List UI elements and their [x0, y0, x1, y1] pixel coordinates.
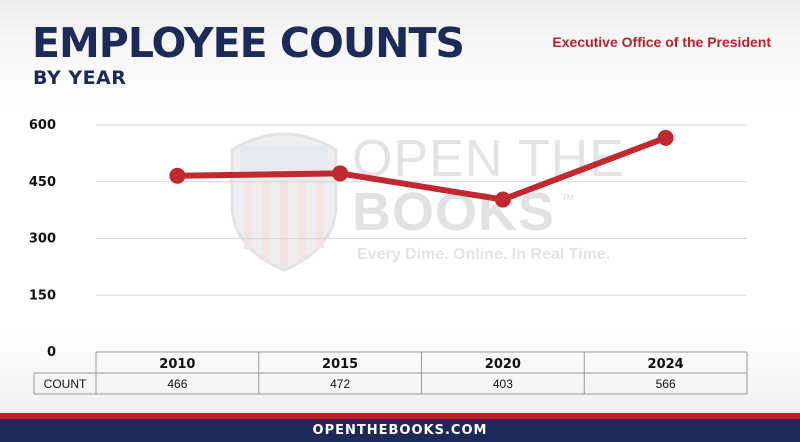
watermark-tagline: Every Dime. Online. In Real Time. — [357, 246, 610, 263]
footer-url: OPENTHEBOOKS.COM — [0, 419, 800, 442]
data-value-label: 466 — [167, 377, 187, 391]
y-tick-label: 300 — [29, 232, 56, 247]
x-category-label: 2020 — [485, 357, 521, 372]
x-category-label: 2015 — [322, 357, 358, 372]
chart-subtitle: BY YEAR — [33, 67, 127, 89]
data-table: COUNT 2010 466 2015 472 2020 403 2024 566 — [33, 351, 748, 395]
y-tick-label: 150 — [29, 288, 56, 303]
data-value-label: 566 — [656, 377, 676, 391]
chart-title: EMPLOYEE COUNTS — [32, 19, 465, 67]
data-value-label: 472 — [330, 377, 350, 391]
data-value-label: 403 — [493, 377, 513, 391]
data-point — [169, 167, 186, 184]
watermark-line1: OPEN THE — [352, 130, 625, 188]
table-row-label: COUNT — [44, 377, 87, 391]
agency-name: Executive Office of the President — [552, 34, 771, 50]
series-line — [174, 134, 669, 203]
watermark-tm: TM — [562, 193, 574, 202]
y-tick-label: 450 — [29, 175, 56, 190]
data-point — [657, 129, 674, 146]
y-tick-label: 600 — [29, 118, 56, 133]
footer-stripe — [0, 413, 800, 419]
y-axis-ticks: 0 150 300 450 600 — [29, 118, 56, 360]
y-tick-label: 0 — [47, 345, 56, 360]
x-category-label: 2024 — [648, 357, 684, 372]
series-count — [169, 129, 674, 208]
shield-icon — [230, 132, 338, 272]
watermark-logo: OPEN THE BOOKS TM Every Dime. Online. In… — [230, 130, 625, 272]
x-category-label: 2010 — [159, 357, 195, 372]
data-point — [332, 165, 349, 182]
data-point — [494, 191, 511, 208]
